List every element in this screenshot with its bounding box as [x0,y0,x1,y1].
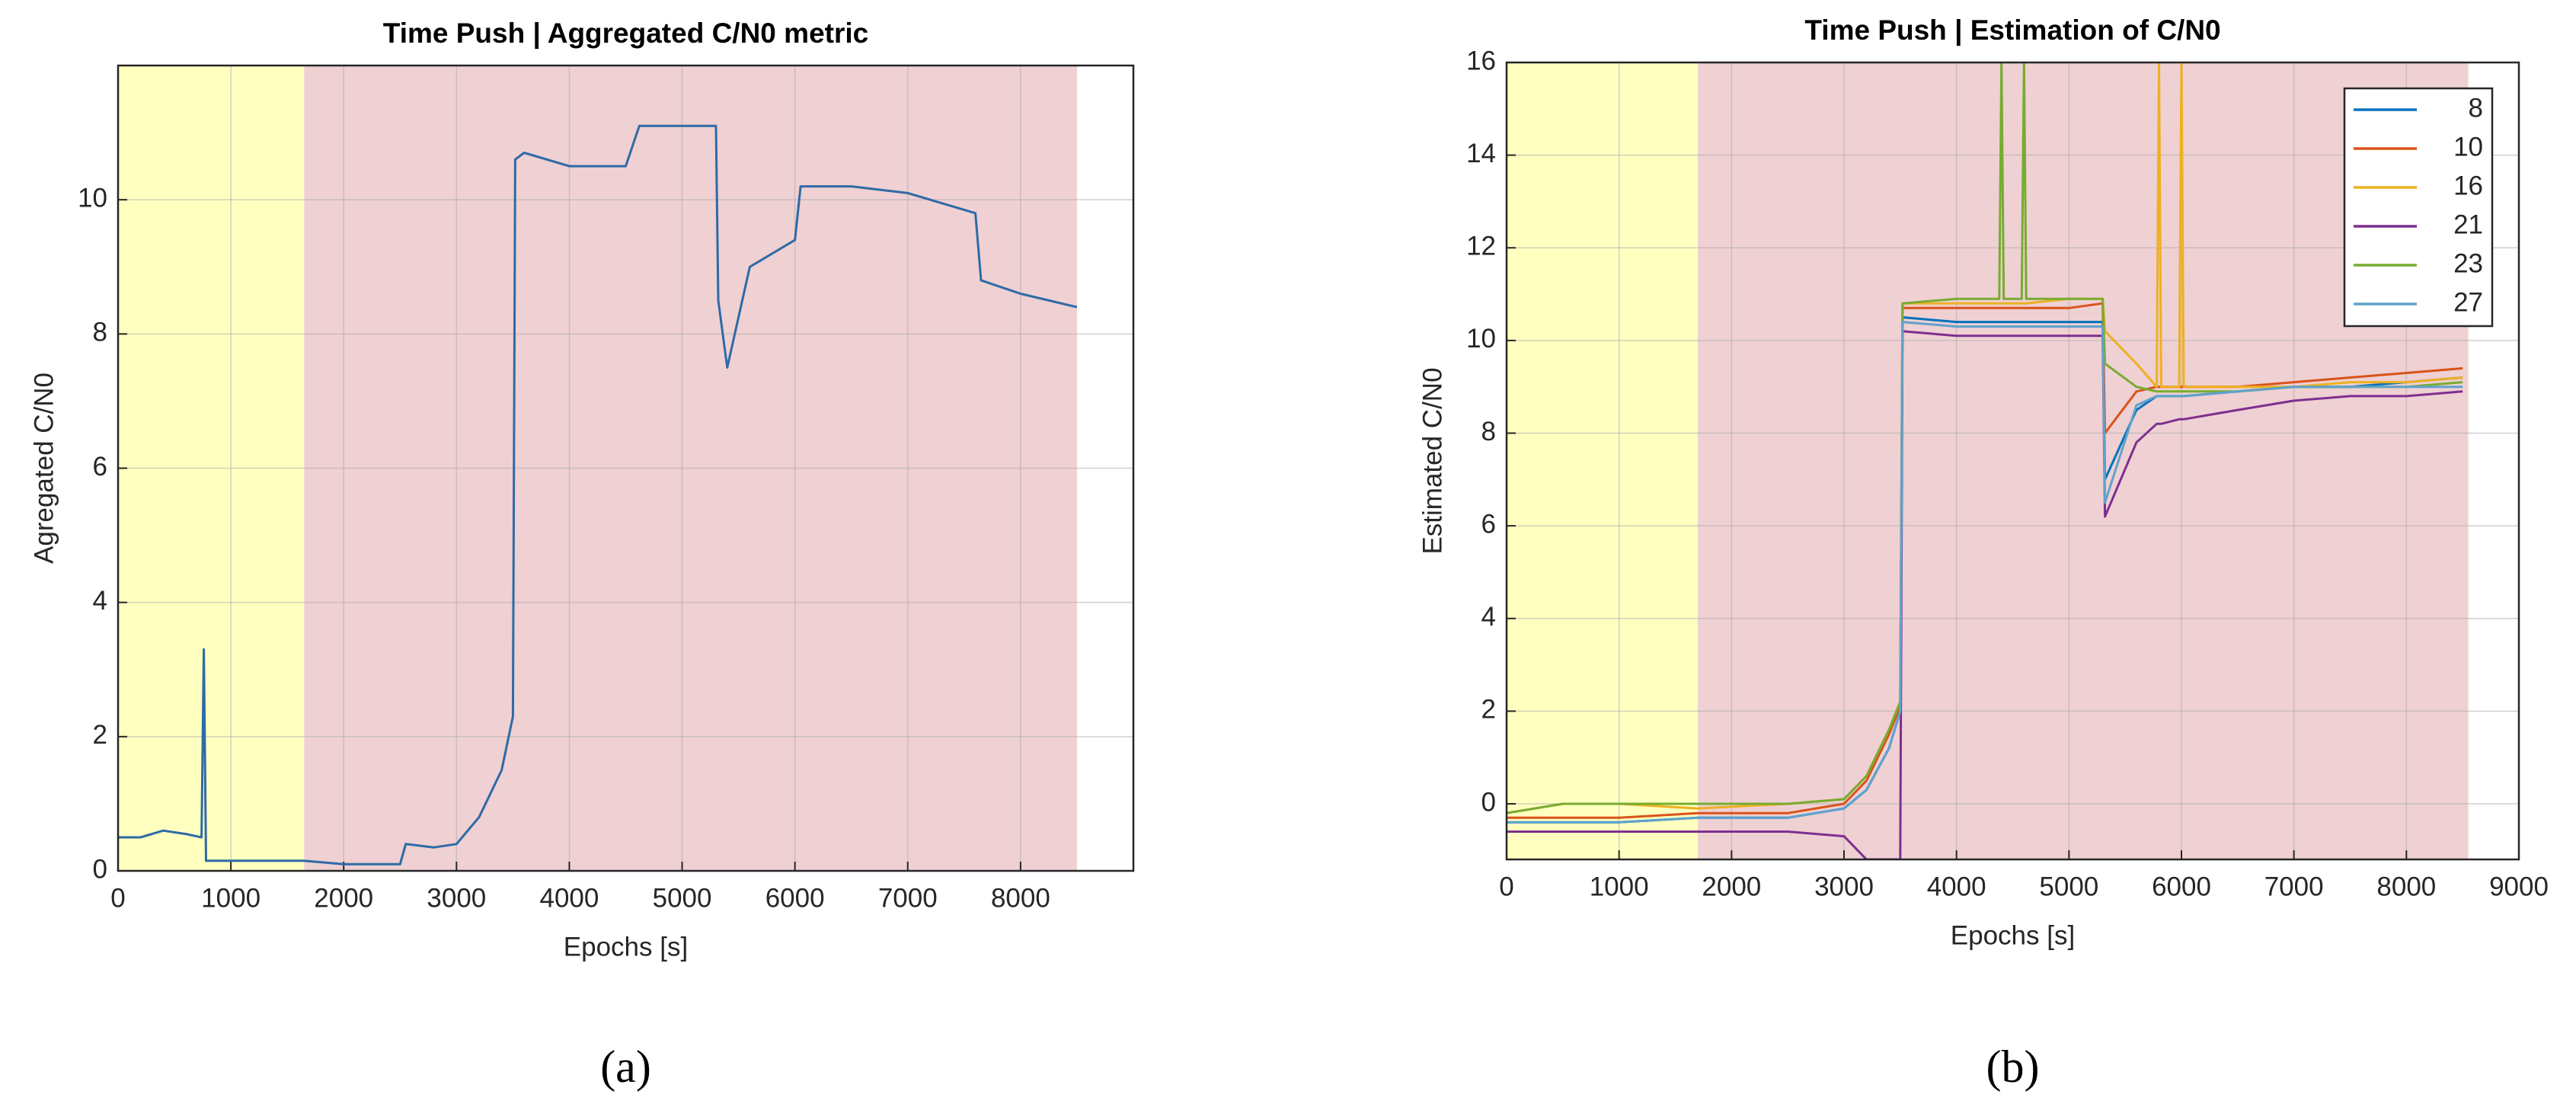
chart-title: Time Push | Estimation of C/N0 [1804,14,2220,46]
legend-label: 8 [2469,93,2483,123]
chart-title: Time Push | Aggregated C/N0 metric [383,18,868,50]
y-tick-label: 6 [93,452,107,482]
x-tick-label: 3000 [427,883,486,913]
x-tick-label: 0 [110,883,125,913]
x-axis-label: Epochs [s] [564,932,688,962]
y-tick-label: 0 [1481,787,1496,817]
y-tick-label: 16 [1466,46,1496,75]
y-tick-label: 10 [78,183,107,213]
x-tick-label: 8000 [2376,872,2436,901]
x-tick-label: 7000 [878,883,938,913]
x-tick-label: 2000 [1702,872,1761,901]
x-tick-label: 1000 [201,883,260,913]
legend-label: 10 [2453,132,2483,162]
y-axis-label: Agregated C/N0 [29,373,59,564]
y-tick-label: 0 [93,854,107,884]
chart-panel: 0 1000 2000 3000 4000 5000 6000 7000 8000 9000 0 2 4… [1417,14,2549,1092]
y-tick-label: 12 [1466,232,1496,261]
legend-label: 16 [2453,171,2483,200]
x-tick-label: 4000 [1927,872,1986,901]
x-tick-label: 6000 [765,883,825,913]
legend-box [2343,87,2494,328]
caption: (a) [600,1042,651,1092]
data-line [1507,330,2463,859]
y-tick-label: 2 [93,720,107,750]
y-tick-label: 4 [1481,602,1496,632]
x-tick-label: 0 [1499,872,1513,901]
y-tick-label: 8 [1481,417,1496,446]
data-line [118,124,1078,866]
y-tick-label: 6 [1481,509,1496,539]
x-tick-label: 4000 [540,883,599,913]
x-tick-label: 6000 [2152,872,2211,901]
x-tick-label: 5000 [653,883,712,913]
x-tick-label: 3000 [1814,872,1874,901]
y-tick-label: 14 [1466,139,1496,168]
x-tick-label: 9000 [2489,872,2549,901]
legend-label: 21 [2453,210,2483,239]
x-axis-label: Epochs [s] [1951,920,2075,950]
y-axis-label: Estimated C/N0 [1417,367,1447,554]
y-tick-label: 2 [1481,695,1496,725]
axes-box [1505,61,2520,861]
x-tick-label: 1000 [1590,872,1649,901]
chart-panel: 0 1000 2000 3000 4000 5000 6000 7000 8000 0 2 4 6 8 10… [29,18,1135,1092]
legend-label: 27 [2453,287,2483,317]
x-tick-label: 5000 [2039,872,2098,901]
data-line [1507,321,2463,824]
caption: (b) [1986,1042,2040,1092]
y-tick-label: 10 [1466,324,1496,354]
legend-label: 23 [2453,248,2483,278]
data-line [1507,62,2463,814]
shaded-region [1698,62,2469,859]
shaded-region [1507,62,1699,859]
y-tick-label: 8 [93,318,107,347]
axes-box [117,64,1135,872]
x-tick-label: 7000 [2264,872,2324,901]
x-tick-label: 2000 [314,883,373,913]
x-tick-label: 8000 [991,883,1050,913]
y-tick-label: 4 [93,586,107,616]
